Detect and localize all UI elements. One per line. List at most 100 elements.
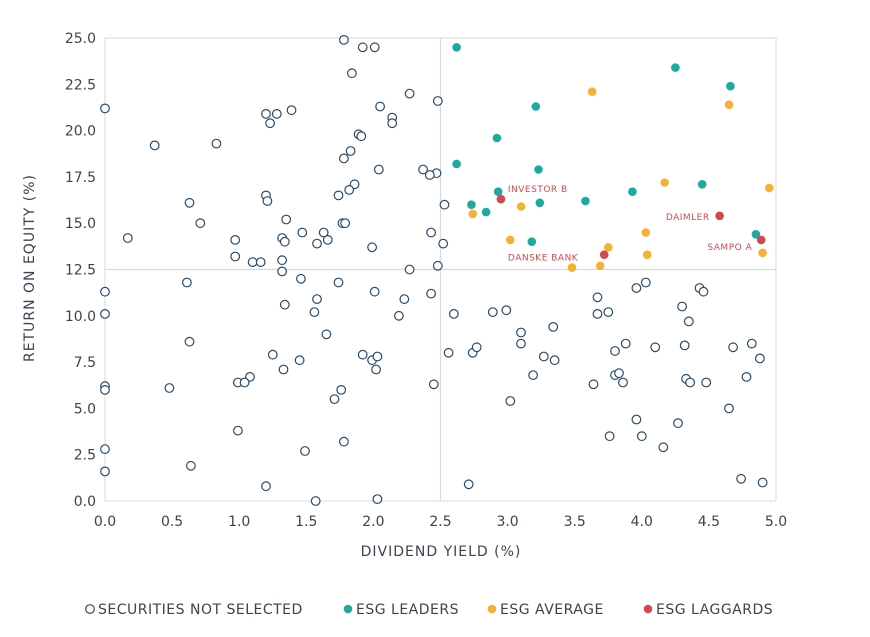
data-point [271,108,282,119]
data-point [184,336,195,347]
x-tick-label: 3.5 [564,514,586,530]
data-point [658,442,669,453]
data-point [604,243,613,252]
data-point [516,202,526,211]
data-point [357,349,368,360]
data-point [452,159,461,169]
data-point [757,477,768,488]
data-point [404,88,415,99]
data-point [595,261,605,271]
data-point [673,418,683,429]
data-point [255,257,266,268]
data-point [516,338,526,349]
data-point [535,198,545,208]
data-point [660,178,669,187]
data-point [122,233,133,243]
y-tick-label: 5.0 [74,401,96,417]
point-annotation: DAIMLER [666,213,710,223]
data-point [100,385,110,395]
x-tick-label: 3.0 [496,514,518,530]
data-point [279,236,290,247]
data-point [671,63,680,72]
data-points [100,35,774,506]
data-point [369,286,380,297]
data-point [531,102,541,111]
data-point [765,183,774,193]
data-point [751,230,761,239]
data-point [310,496,321,506]
data-point [679,340,690,351]
x-tick-label: 0.5 [161,514,183,530]
data-point [373,164,384,175]
data-point [452,43,461,52]
data-point [538,351,549,362]
data-point [471,342,482,353]
data-point [592,292,603,303]
data-point [321,329,332,340]
data-point [487,307,498,318]
data-point [281,214,292,225]
legend-label: ESG AVERAGE [500,602,604,618]
data-point [715,211,724,221]
data-point [618,377,628,388]
data-point [610,346,620,356]
data-point [232,425,243,436]
data-point [463,479,474,490]
data-point [312,238,322,249]
data-point [230,234,241,245]
data-point [548,322,559,332]
data-point [322,234,333,245]
data-point [300,446,310,456]
data-point [339,153,349,164]
data-point [620,338,631,349]
data-point [239,377,250,388]
data-point [424,170,435,180]
data-point [432,260,443,271]
data-point [247,257,258,268]
data-point [724,403,734,414]
data-point [592,309,603,319]
point-annotation: INVESTOR B [508,185,568,195]
y-tick-label: 2.5 [74,448,96,464]
data-point [278,364,289,375]
legend-label: ESG LAGGARDS [656,602,773,618]
data-point [262,196,273,206]
data-point [642,250,652,259]
data-point [294,355,305,366]
data-point [372,494,383,505]
data-point [184,197,195,208]
data-point [567,263,577,272]
data-point [404,264,415,275]
data-point [641,228,651,237]
data-point [100,309,110,319]
x-tick-label: 2.0 [362,514,384,530]
data-point [534,165,543,174]
data-point [588,379,599,390]
data-point [603,307,614,318]
data-point [357,42,368,53]
data-point [333,190,344,201]
data-point [369,42,380,53]
data-point [279,299,290,310]
data-point [631,283,642,293]
data-point [339,436,349,447]
series-0 [100,35,768,506]
series-2 [468,87,774,272]
data-point [449,309,459,319]
data-point [367,242,378,253]
x-tick-label: 1.0 [228,514,250,530]
data-point [286,105,297,116]
data-point [614,368,624,379]
data-point [277,266,288,277]
series-3 [496,194,766,259]
data-point [399,294,410,305]
data-point [432,96,443,106]
data-point [339,35,349,45]
data-point [333,277,344,288]
data-point [481,207,491,217]
data-point [528,370,538,381]
data-point [755,353,765,364]
data-point [438,238,449,249]
data-point [261,108,271,119]
